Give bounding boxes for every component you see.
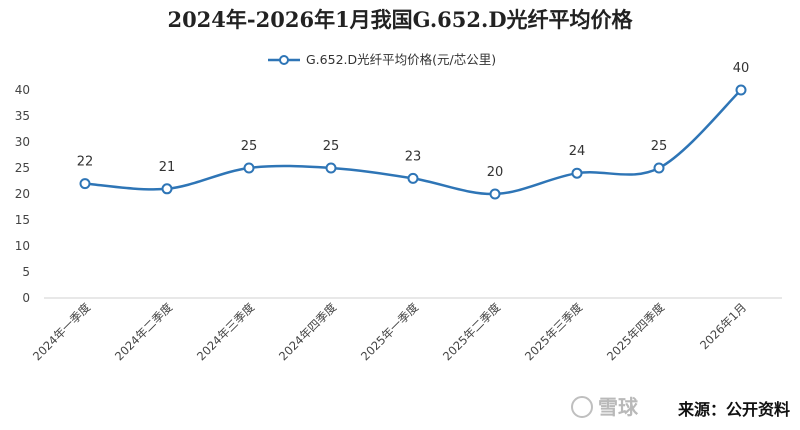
data-point <box>653 162 665 174</box>
chart-title: 2024年-2026年1月我国G.652.D光纤平均价格 <box>167 7 633 32</box>
data-point <box>243 162 255 174</box>
data-point <box>79 178 91 190</box>
snowball-logo-icon <box>571 396 593 418</box>
data-label: 25 <box>323 139 340 154</box>
y-tick-label: 40 <box>15 83 30 97</box>
data-point <box>325 162 337 174</box>
data-point <box>571 167 583 179</box>
watermark-text: 雪球 <box>598 395 639 419</box>
x-tick-label: 2025年一季度 <box>358 300 421 363</box>
legend: G.652.D光纤平均价格(元/芯公里) <box>268 52 496 67</box>
data-label: 20 <box>487 165 504 180</box>
data-label: 25 <box>651 139 668 154</box>
x-tick-label: 2024年二季度 <box>112 300 175 363</box>
x-tick-label: 2024年三季度 <box>194 300 257 363</box>
data-label: 23 <box>405 149 422 164</box>
y-tick-label: 20 <box>15 187 30 201</box>
y-tick-label: 25 <box>15 161 30 175</box>
data-point <box>489 188 501 200</box>
x-tick-label: 2025年三季度 <box>522 300 585 363</box>
y-tick-label: 10 <box>15 239 30 253</box>
data-label: 21 <box>159 160 176 175</box>
data-point <box>735 84 747 96</box>
x-tick-label: 2024年四季度 <box>276 300 339 363</box>
data-label: 40 <box>733 61 750 76</box>
legend-label: G.652.D光纤平均价格(元/芯公里) <box>306 52 496 67</box>
y-axis: 0 5 10 15 20 25 30 35 40 <box>15 83 30 305</box>
legend-marker <box>279 55 289 65</box>
watermark: 雪球 <box>571 395 639 419</box>
y-tick-label: 30 <box>15 135 30 149</box>
x-tick-label: 2026年1月 <box>697 300 749 352</box>
data-point <box>161 183 173 195</box>
y-tick-label: 5 <box>22 265 30 279</box>
source-note: 来源：公开资料 <box>677 400 790 419</box>
x-tick-label: 2025年四季度 <box>604 300 667 363</box>
data-labels: 22 21 25 25 23 20 24 25 40 <box>77 61 750 180</box>
x-tick-label: 2025年二季度 <box>440 300 503 363</box>
data-point <box>407 172 419 184</box>
x-axis: 2024年一季度 2024年二季度 2024年三季度 2024年四季度 2025年一季度… <box>30 300 749 363</box>
y-tick-label: 35 <box>15 109 30 123</box>
y-tick-label: 15 <box>15 213 30 227</box>
data-label: 25 <box>241 139 258 154</box>
series-markers <box>79 84 747 200</box>
data-label: 24 <box>569 144 586 159</box>
x-tick-label: 2024年一季度 <box>30 300 93 363</box>
y-tick-label: 0 <box>22 291 30 305</box>
data-label: 22 <box>77 155 94 170</box>
